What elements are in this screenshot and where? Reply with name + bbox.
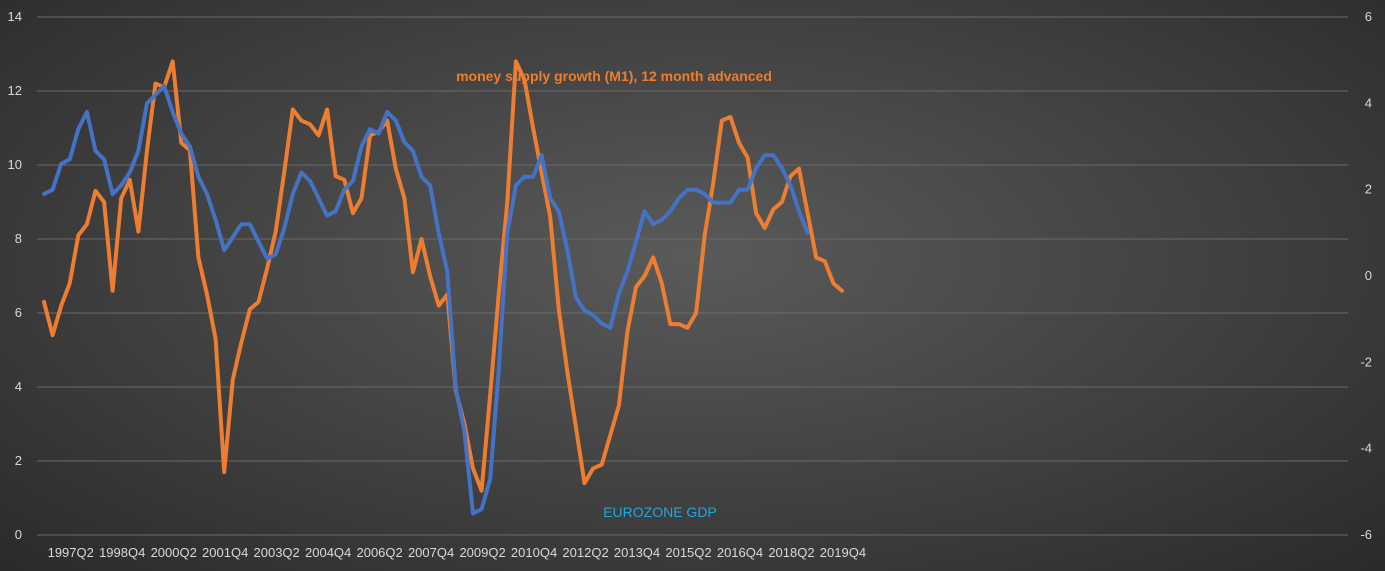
gdp-series-label: EUROZONE GDP: [603, 504, 717, 520]
right-tick-label: -6: [1360, 527, 1372, 542]
x-axis-ticks: 1997Q2 1998Q4 2000Q2 2001Q4 2003Q2 2004Q4 2006…: [48, 545, 866, 560]
left-tick-label: 14: [8, 9, 22, 24]
right-tick-label: 2: [1365, 182, 1372, 197]
left-tick-label: 12: [8, 83, 22, 98]
x-tick-label: 2006Q2: [356, 545, 402, 560]
left-tick-label: 4: [15, 379, 22, 394]
x-tick-label: 2013Q4: [614, 545, 660, 560]
right-tick-label: 0: [1365, 268, 1372, 283]
x-tick-label: 2001Q4: [202, 545, 248, 560]
left-tick-label: 6: [15, 305, 22, 320]
right-tick-label: -4: [1360, 441, 1372, 456]
left-tick-label: 2: [15, 453, 22, 468]
x-tick-label: 2003Q2: [254, 545, 300, 560]
left-tick-label: 10: [8, 157, 22, 172]
right-tick-label: 4: [1365, 95, 1372, 110]
x-tick-label: 2004Q4: [305, 545, 351, 560]
m1-series-line: [42, 59, 844, 493]
x-tick-label: 2000Q2: [151, 545, 197, 560]
x-tick-label: 2012Q2: [562, 545, 608, 560]
left-tick-label: 0: [15, 527, 22, 542]
x-tick-label: 2018Q2: [768, 545, 814, 560]
right-axis-ticks: -6 -4 -2 0 2 4 6: [1360, 9, 1372, 542]
right-tick-label: 6: [1365, 9, 1372, 24]
series-lines: [42, 59, 844, 516]
left-axis-ticks: 0 2 4 6 8 10 12 14: [8, 9, 22, 542]
gdp-series-line: [42, 84, 810, 516]
x-tick-label: 2015Q2: [665, 545, 711, 560]
x-tick-label: 2009Q2: [459, 545, 505, 560]
x-tick-label: 1997Q2: [48, 545, 94, 560]
x-tick-label: 1998Q4: [99, 545, 145, 560]
right-tick-label: -2: [1360, 354, 1372, 369]
gridlines: [37, 16, 1348, 536]
left-tick-label: 8: [15, 231, 22, 246]
x-tick-label: 2016Q4: [717, 545, 763, 560]
m1-series-label: money supply growth (M1), 12 month advan…: [456, 68, 772, 84]
x-tick-label: 2019Q4: [820, 545, 866, 560]
x-tick-label: 2010Q4: [511, 545, 557, 560]
x-tick-label: 2007Q4: [408, 545, 454, 560]
